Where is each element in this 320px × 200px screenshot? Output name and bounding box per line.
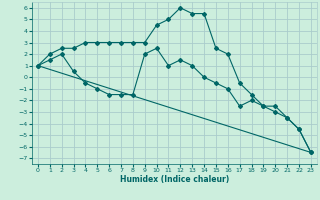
X-axis label: Humidex (Indice chaleur): Humidex (Indice chaleur) [120,175,229,184]
